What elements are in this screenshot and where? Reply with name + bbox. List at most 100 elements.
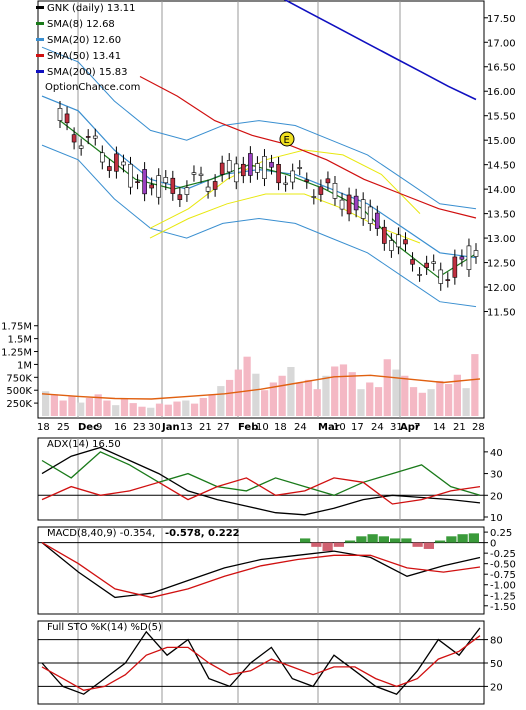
legend-swatch (36, 38, 44, 41)
volume-bar (383, 359, 391, 416)
price-axis-label: 15.00 (487, 136, 516, 147)
volume-bar (182, 400, 190, 416)
candle-body (149, 184, 154, 189)
volume-bar (261, 390, 269, 416)
candle-body (128, 163, 133, 188)
candle-body (346, 194, 352, 215)
x-axis-label: Apr (400, 422, 420, 433)
candle-body (332, 183, 338, 199)
volume-bar (444, 384, 453, 416)
volume-bar (199, 397, 207, 416)
candle-body (339, 199, 345, 210)
volume-bar (471, 354, 479, 416)
candle-body (311, 196, 317, 198)
candle-body (177, 194, 183, 200)
x-axis-label: 10 (256, 422, 269, 433)
series-signal-line (41, 542, 481, 599)
axis-label: -1.25 (490, 591, 516, 602)
candle-body (269, 161, 274, 168)
macd-histogram-bar (446, 536, 457, 543)
x-axis-label: 18 (274, 422, 287, 433)
x-axis-label: 13 (180, 422, 193, 433)
candle-body (142, 169, 147, 195)
volume-bar (103, 400, 111, 416)
price-axis-label: 16.00 (487, 87, 516, 98)
legend-swatch (36, 70, 44, 73)
x-axis-label: 30 (148, 422, 161, 433)
macd-histogram-bar (300, 538, 311, 543)
candle-body (64, 113, 70, 124)
x-axis-label: 27 (217, 422, 230, 433)
x-axis-label: 21 (453, 422, 466, 433)
volume-bar (164, 404, 172, 416)
volume-bar (59, 400, 67, 416)
legend-swatch (36, 54, 44, 57)
macd-signal-value: -0.578, (165, 528, 205, 539)
candle-body (424, 262, 429, 268)
x-axis-label: 25 (57, 422, 70, 433)
candle-body (360, 199, 366, 219)
candle-body (241, 163, 246, 177)
series-adx-line (41, 446, 481, 516)
candle-body (304, 179, 310, 182)
series-di-line (41, 451, 481, 496)
macd-histogram-bar (367, 534, 378, 543)
volume-bar (217, 386, 225, 416)
axis-label: 20 (490, 491, 503, 502)
panel-title: Full STO %K(14) %D(5) (47, 622, 162, 633)
earnings-marker (279, 131, 295, 147)
candle-body (325, 178, 331, 184)
candle-body (290, 170, 295, 183)
candle-body (170, 177, 176, 194)
candle-body (367, 206, 373, 224)
candle-body (219, 162, 225, 175)
legend-label: SMA(200) 15.83 (47, 67, 128, 78)
macd-histogram-bar (378, 536, 389, 543)
panel-border (37, 0, 485, 419)
axis-label: 20 (490, 682, 503, 693)
axis-label: 30 (490, 470, 503, 481)
series-sma50-line (139, 75, 477, 219)
x-axis-label: 28 (472, 422, 485, 433)
axis-label: 50 (490, 659, 503, 670)
volume-bar (77, 402, 85, 416)
volume-bar (252, 373, 260, 416)
x-axis-label: 23 (133, 422, 146, 433)
x-axis-label: 10 (333, 422, 346, 433)
macd-histogram-bar (423, 542, 434, 549)
volume-bar (374, 387, 383, 416)
axis-label: 10 (490, 513, 503, 524)
candle-body (135, 181, 140, 183)
volume-axis-label: 250K (6, 399, 32, 410)
price-axis-label: 11.50 (487, 308, 516, 319)
axis-label: 80 (490, 636, 503, 647)
series-d-line (41, 635, 481, 691)
legend-label: SMA(50) 13.41 (47, 51, 121, 62)
volume-axis-label: 1.5M (7, 335, 32, 346)
macd-histogram-bar (457, 534, 468, 543)
candle-body (100, 152, 105, 163)
volume-bar (225, 379, 234, 416)
volume-bar (173, 401, 181, 416)
macd-histogram-bar (401, 538, 412, 543)
candle-body (184, 187, 190, 195)
candle-body (473, 250, 479, 257)
legend-label: SMA(20) 12.60 (47, 35, 121, 46)
candle-body (276, 164, 281, 184)
candle-body (431, 261, 436, 264)
panel-title: MACD(8,40,9) -0.354, (47, 528, 155, 539)
x-axis-label: 18 (37, 422, 50, 433)
axis-label: -1.00 (490, 581, 516, 592)
macd-histogram-bar (412, 542, 423, 547)
x-axis-label: 17 (351, 422, 364, 433)
volume-bar (313, 389, 321, 416)
x-axis-label: 7 (414, 422, 420, 433)
earnings-marker-label: E (284, 135, 290, 146)
axis-label: 40 (490, 448, 503, 459)
candle-body (92, 135, 98, 139)
volume-axis-label: 1.25M (1, 348, 32, 359)
candle-body (459, 256, 465, 260)
volume-bar (234, 369, 242, 416)
candle-body (191, 172, 197, 175)
